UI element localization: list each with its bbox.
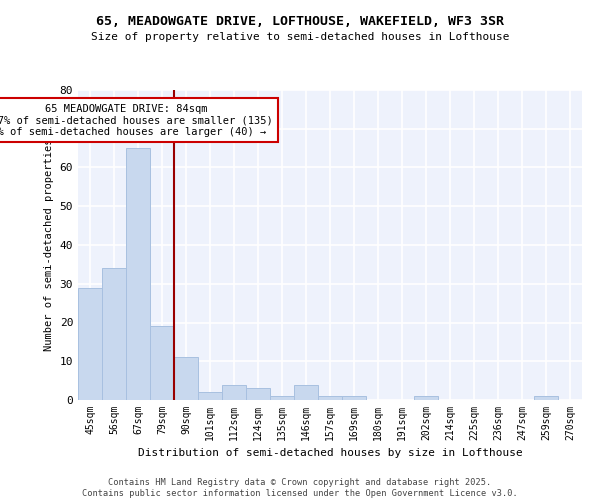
Bar [78,288,102,400]
Bar [270,396,294,400]
Bar [174,358,198,400]
Bar [198,392,222,400]
Bar [150,326,174,400]
Bar [294,384,318,400]
Bar [342,396,366,400]
Bar [318,396,342,400]
Text: 65 MEADOWGATE DRIVE: 84sqm
← 77% of semi-detached houses are smaller (135)
23% o: 65 MEADOWGATE DRIVE: 84sqm ← 77% of semi… [0,104,273,137]
Bar [414,396,438,400]
Bar [246,388,270,400]
Bar [222,384,246,400]
Text: Size of property relative to semi-detached houses in Lofthouse: Size of property relative to semi-detach… [91,32,509,42]
X-axis label: Distribution of semi-detached houses by size in Lofthouse: Distribution of semi-detached houses by … [137,448,523,458]
Bar [102,268,126,400]
Bar [126,148,150,400]
Bar [534,396,558,400]
Text: Contains HM Land Registry data © Crown copyright and database right 2025.
Contai: Contains HM Land Registry data © Crown c… [82,478,518,498]
Y-axis label: Number of semi-detached properties: Number of semi-detached properties [44,138,54,351]
Text: 65, MEADOWGATE DRIVE, LOFTHOUSE, WAKEFIELD, WF3 3SR: 65, MEADOWGATE DRIVE, LOFTHOUSE, WAKEFIE… [96,15,504,28]
